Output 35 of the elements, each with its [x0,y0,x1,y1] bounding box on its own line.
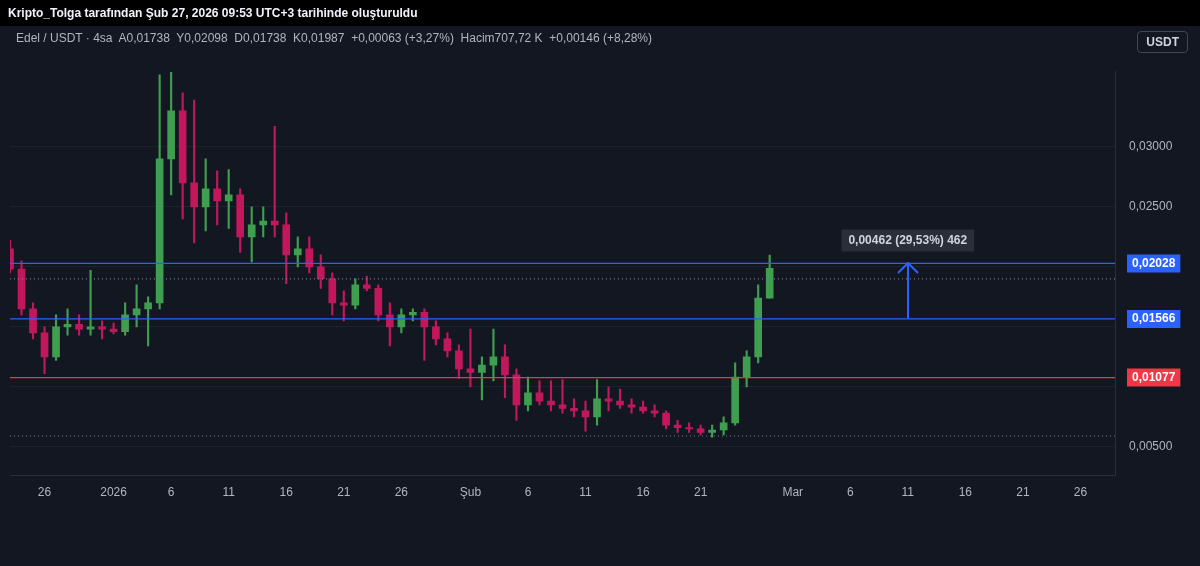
annotation: 0,00462 (29,53%) 462 [848,232,968,247]
candlestick [581,400,590,432]
candlestick [604,386,613,412]
x-tick-label: 16 [958,485,973,500]
x-tick-label: 21 [1016,485,1030,500]
candlestick [627,398,636,414]
x-tick-label: 26 [1073,485,1088,500]
x-tick-label: 11 [579,485,593,500]
x-tick-label: 11 [222,485,236,500]
x-tick-label: 11 [901,485,915,500]
text: USDT [1137,31,1188,53]
candlestick [558,379,567,414]
ref-line-label: 0,01077 [1132,369,1176,384]
x-tick-label: 6 [846,485,854,500]
y-tick-label: 0,02500 [1129,199,1173,214]
x-tick-label: 26 [394,485,409,500]
x-tick-label: 2026 [100,485,128,500]
y-tick-label: 0,03000 [1129,139,1173,154]
x-tick-label: 16 [636,485,651,500]
x-tick-label: 26 [37,485,52,500]
candlestick [489,328,498,382]
x-tick-label: 6 [167,485,175,500]
chart-title: Kripto_Tolga tarafından Şub 27, 2026 09:53 UTC+3 tarihinde oluşturuldu [0,0,1200,26]
candlestick [86,270,95,336]
ref-line-label: 0,01566 [1132,311,1176,326]
chart-subtitle: Edel / USDT · 4sa A0,01738 Y0,02098 D0,01738 K0,01987 +0,00063 (+3,27%) Hacim707,72 K +0,00146 (+8,28%) [16,31,652,45]
x-tick-label: 6 [524,485,532,500]
x-tick-label: Mar [782,485,804,500]
x-tick-label: 21 [693,485,708,500]
x-tick-label: 21 [337,485,351,500]
x-tick-label: 16 [279,485,294,500]
y-tick-label: 0,00500 [1129,439,1173,454]
ref-line-label: 0,02028 [1132,255,1176,270]
x-tick-label: Şub [459,485,482,500]
candlestick [63,308,72,336]
